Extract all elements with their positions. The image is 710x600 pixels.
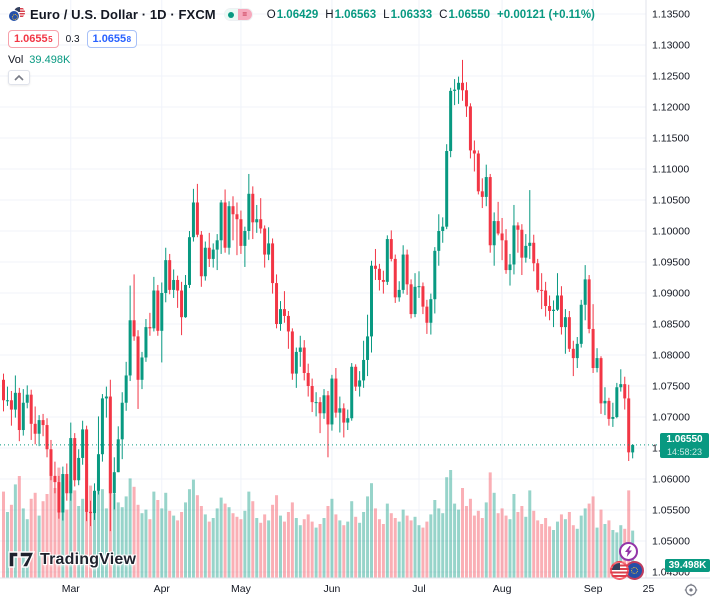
svg-text:Aug: Aug xyxy=(493,583,512,595)
instant-trade-button[interactable] xyxy=(619,542,638,561)
svg-text:Jun: Jun xyxy=(323,583,340,595)
legend: Euro / U.S. Dollar · 1D · FXCM = O 1.0642… xyxy=(8,6,595,85)
chevron-up-icon xyxy=(14,74,24,81)
svg-text:1.12500: 1.12500 xyxy=(652,71,690,83)
svg-text:1.11500: 1.11500 xyxy=(652,133,689,145)
buy-button[interactable]: 1.0655 8 xyxy=(86,30,138,48)
volume-value: 39.498K xyxy=(29,54,71,66)
svg-text:Sep: Sep xyxy=(584,583,603,595)
svg-text:Jul: Jul xyxy=(412,583,425,595)
svg-text:1.09000: 1.09000 xyxy=(652,288,690,300)
volume-legend: Vol 39.498K xyxy=(8,54,595,66)
svg-text:1.08500: 1.08500 xyxy=(652,319,690,331)
close-value: 1.06550 xyxy=(448,8,491,21)
svg-text:May: May xyxy=(231,583,252,595)
eurusd-flags-button[interactable] xyxy=(610,560,650,582)
svg-text:25: 25 xyxy=(643,583,655,595)
svg-text:Mar: Mar xyxy=(62,583,81,595)
data-mode-icon: = xyxy=(237,9,252,20)
tradingview-mark-icon xyxy=(8,551,35,568)
spread-value: 0.3 xyxy=(65,33,80,45)
change-value: +0.00121 (+0.11%) xyxy=(497,8,595,21)
tradingview-wordmark: TradingView xyxy=(40,551,137,568)
us-flag-icon xyxy=(610,561,629,580)
svg-text:1.08000: 1.08000 xyxy=(652,350,690,362)
svg-text:1.13500: 1.13500 xyxy=(652,9,690,21)
svg-text:1.05000: 1.05000 xyxy=(652,536,690,548)
bar-countdown: 14:58:23 xyxy=(666,446,703,457)
svg-text:1.13000: 1.13000 xyxy=(652,40,690,52)
settings-gear-icon[interactable] xyxy=(684,583,698,597)
market-status-icon: = xyxy=(223,8,253,21)
high-value: 1.06563 xyxy=(334,8,377,21)
svg-text:Apr: Apr xyxy=(154,583,171,595)
low-value: 1.06333 xyxy=(390,8,433,21)
volume-axis-label: 39.498K xyxy=(665,559,710,572)
svg-text:1.09500: 1.09500 xyxy=(652,257,690,269)
symbol-title[interactable]: Euro / U.S. Dollar · 1D · FXCM xyxy=(30,7,216,22)
open-value: 1.06429 xyxy=(276,8,319,21)
market-open-dot-icon xyxy=(224,9,238,20)
last-price-label: 1.06550 14:58:23 xyxy=(660,432,709,458)
tradingview-logo[interactable]: TradingView xyxy=(8,551,136,569)
svg-text:1.07500: 1.07500 xyxy=(652,381,690,393)
lightning-icon xyxy=(625,546,632,557)
collapse-legend-button[interactable] xyxy=(8,70,30,85)
svg-text:1.06000: 1.06000 xyxy=(652,474,690,486)
svg-text:1.07000: 1.07000 xyxy=(652,412,690,424)
eurusd-pair-icon xyxy=(8,7,25,22)
svg-text:1.12000: 1.12000 xyxy=(652,102,690,114)
sell-button[interactable]: 1.0655 5 xyxy=(8,30,59,48)
ohlc-readout: O 1.06429 H 1.06563 L 1.06333 C 1.06550 +0.0… xyxy=(266,8,595,21)
svg-text:1.11000: 1.11000 xyxy=(652,164,689,176)
volume-label: Vol xyxy=(8,54,24,66)
svg-text:1.05500: 1.05500 xyxy=(652,505,690,517)
last-price-value: 1.06550 xyxy=(666,433,703,445)
svg-text:1.10500: 1.10500 xyxy=(652,195,690,207)
svg-text:1.10000: 1.10000 xyxy=(652,226,690,238)
